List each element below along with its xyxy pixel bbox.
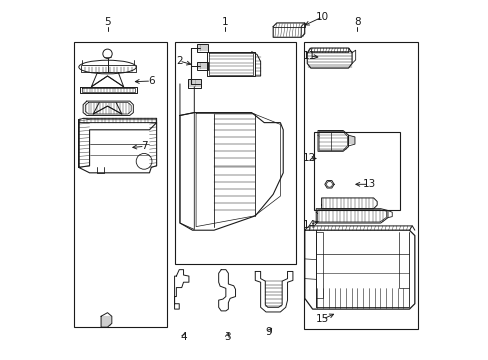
Bar (303, 42, 418, 329)
Bar (174, 42, 296, 264)
Text: 8: 8 (353, 17, 360, 27)
Text: 12: 12 (303, 153, 316, 163)
Text: 9: 9 (264, 327, 271, 337)
Text: 10: 10 (315, 12, 328, 22)
Text: 4: 4 (180, 332, 186, 342)
Text: 2: 2 (176, 56, 182, 66)
Bar (197, 44, 207, 51)
Text: 11: 11 (303, 51, 316, 61)
Bar (314, 132, 400, 211)
Bar (197, 62, 207, 69)
Text: 14: 14 (303, 220, 316, 230)
Bar (188, 79, 201, 88)
Text: 3: 3 (224, 332, 230, 342)
Text: 6: 6 (148, 76, 154, 86)
Text: 1: 1 (222, 17, 228, 27)
Text: 7: 7 (141, 141, 148, 151)
Text: 13: 13 (362, 179, 375, 189)
Bar (74, 42, 167, 327)
Text: 15: 15 (315, 314, 328, 324)
Text: 5: 5 (104, 17, 111, 27)
